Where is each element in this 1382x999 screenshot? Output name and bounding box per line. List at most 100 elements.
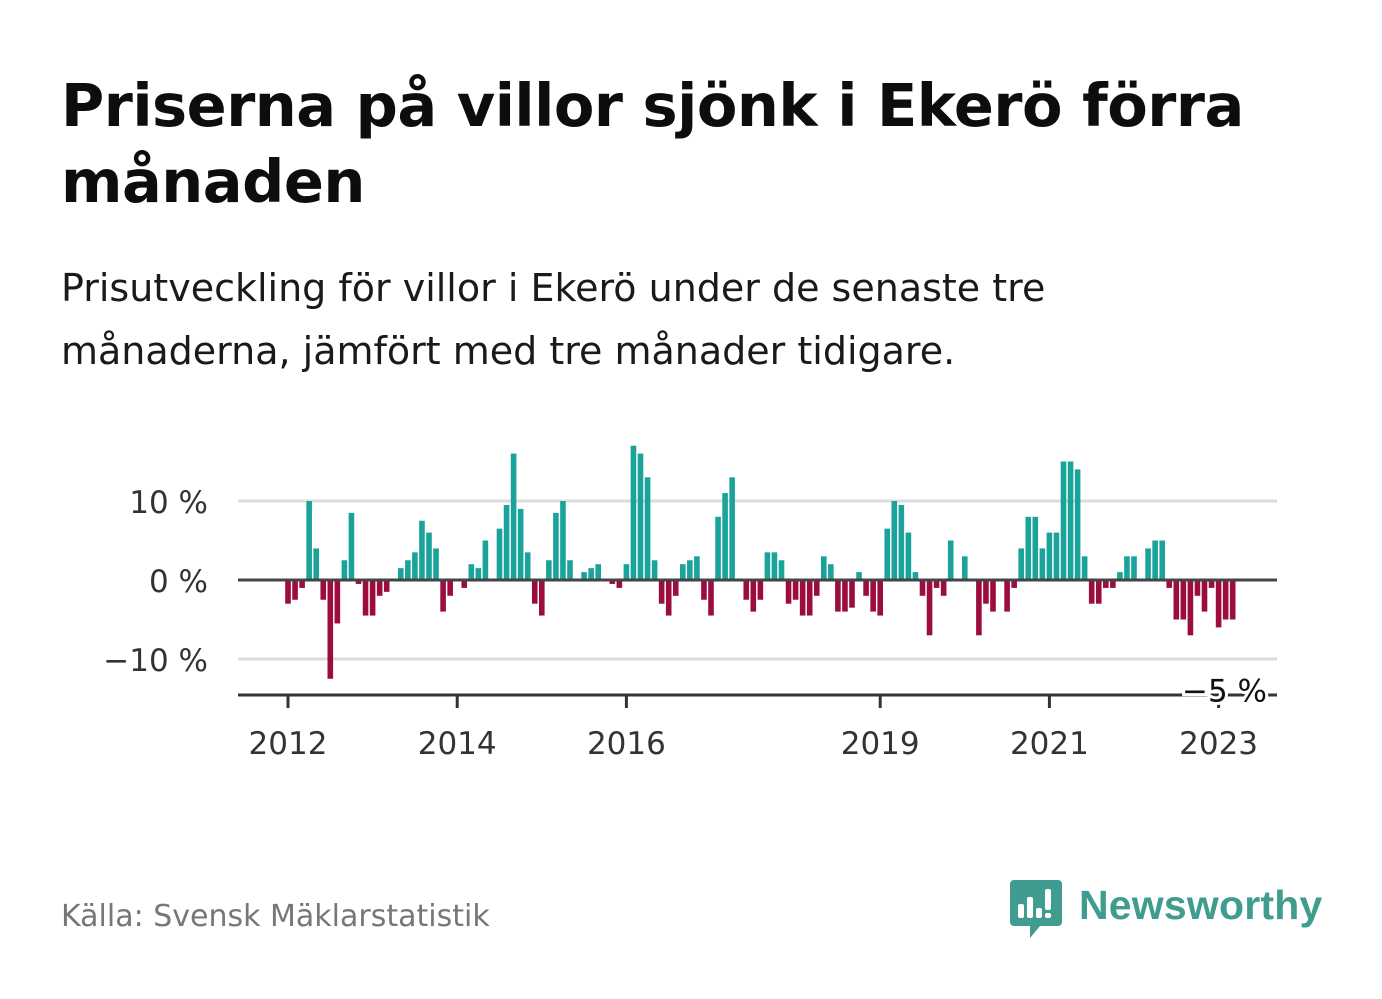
bar (517, 508, 524, 580)
bar (821, 556, 827, 580)
bar (405, 560, 411, 580)
x-tick-label: 2012 (249, 726, 328, 762)
bar (799, 580, 806, 616)
bar (680, 564, 686, 580)
bar (306, 501, 312, 580)
bar (778, 560, 785, 580)
bar (729, 477, 735, 580)
bar (877, 580, 883, 616)
bar (616, 580, 623, 588)
x-tick-label: 2019 (841, 726, 920, 762)
bar (285, 580, 291, 604)
bar (1018, 548, 1024, 580)
bar (539, 580, 545, 616)
bar (1032, 516, 1039, 580)
bar (581, 572, 587, 580)
bar (1110, 580, 1116, 588)
bar (884, 528, 891, 580)
bar (348, 512, 355, 580)
bar (320, 580, 327, 600)
x-tick-label: 2014 (418, 726, 497, 762)
bar (947, 540, 954, 580)
bar (553, 512, 559, 580)
brand-name: Newsworthy (1079, 882, 1323, 928)
bar (496, 528, 503, 580)
source-note: Källa: Svensk Mäklarstatistik (61, 899, 490, 934)
bar (510, 453, 517, 580)
bar (835, 580, 841, 612)
bar (962, 556, 968, 580)
bar (1215, 580, 1222, 628)
bar (433, 548, 439, 580)
bar (1159, 540, 1165, 580)
bar (1067, 461, 1074, 580)
bar (1208, 580, 1215, 588)
bar (898, 504, 905, 580)
bar (1046, 532, 1053, 580)
bar (531, 580, 538, 604)
bar (1074, 469, 1081, 580)
bar (919, 580, 926, 596)
bar (1117, 572, 1123, 580)
bar (1011, 580, 1017, 588)
bar (665, 580, 672, 616)
bar (658, 580, 665, 604)
bar (398, 568, 404, 580)
bar (1103, 580, 1109, 588)
bar (313, 548, 319, 580)
bar (292, 580, 298, 600)
x-tick-label: 2021 (1010, 726, 1089, 762)
bar (708, 580, 714, 616)
bar (863, 580, 869, 596)
bar (383, 580, 390, 592)
bar (588, 568, 594, 580)
bar (376, 580, 383, 596)
x-tick-label: 2023 (1179, 726, 1258, 762)
bar (630, 445, 637, 580)
bar (750, 580, 757, 612)
annotation-label: −5 % (1182, 674, 1267, 710)
bar (503, 504, 510, 580)
bar (1194, 580, 1201, 596)
bar (524, 552, 531, 580)
y-tick-label: −10 % (103, 643, 208, 679)
bar (806, 580, 813, 616)
bar (764, 552, 771, 580)
bar (1081, 556, 1088, 580)
bar (475, 568, 482, 580)
bar (299, 580, 305, 588)
bar (933, 580, 940, 588)
bar (672, 580, 679, 596)
bar (694, 556, 700, 580)
bar (1187, 580, 1194, 636)
bar (842, 580, 848, 612)
bar (940, 580, 947, 596)
bar-chart-speech-bubble-icon (1010, 880, 1062, 938)
bar (771, 552, 778, 580)
bar (722, 493, 728, 580)
bar (595, 564, 601, 580)
bar (983, 580, 989, 604)
bar (905, 532, 912, 580)
bar (609, 580, 616, 584)
bar (567, 560, 573, 580)
bar (1004, 580, 1010, 612)
bar-chart: 10 % 0 % −10 % 2012 2014 2016 2019 2021 2023 −5 % (103, 445, 1277, 762)
bar (341, 560, 348, 580)
bar (440, 580, 446, 612)
bar (1060, 461, 1067, 580)
bar (1088, 580, 1095, 604)
y-tick-label: 0 % (149, 564, 208, 600)
bar (715, 516, 721, 580)
bar (828, 564, 834, 580)
bar (327, 580, 334, 679)
bar (1173, 580, 1180, 620)
bar (1222, 580, 1229, 620)
bar (1131, 556, 1137, 580)
bar (870, 580, 876, 612)
bar (482, 540, 489, 580)
bar (419, 520, 425, 580)
bar (1229, 580, 1236, 620)
chart-title: Priserna på villor sjönk i Ekerö förra m… (61, 71, 1244, 216)
bar (849, 580, 855, 608)
